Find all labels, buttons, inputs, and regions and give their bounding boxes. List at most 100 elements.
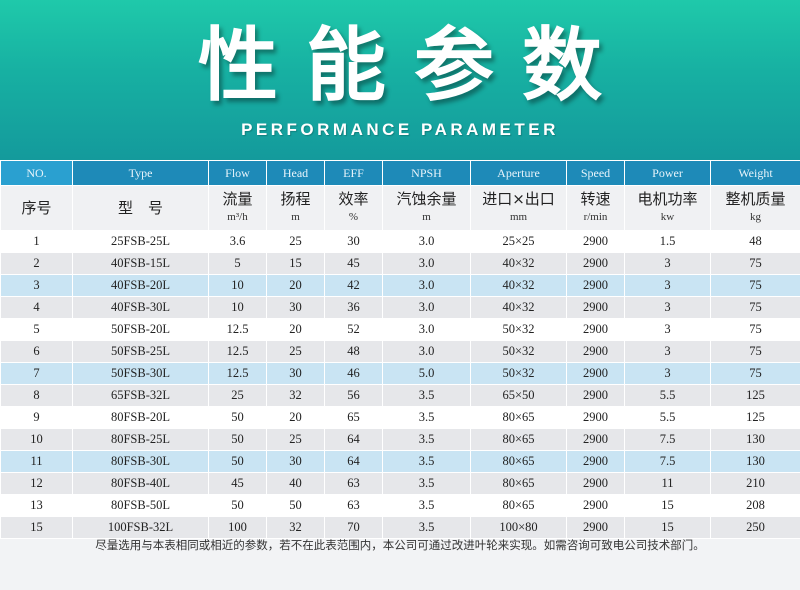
cell-head: 25 [266, 428, 325, 451]
title-banner: 性能参数 PERFORMANCE PARAMETER [0, 0, 800, 160]
cell-head: 50 [266, 494, 325, 517]
cell-weight: 75 [710, 340, 800, 363]
cell-weight: 75 [710, 318, 800, 341]
cell-eff: 30 [324, 230, 383, 253]
cell-aperture: 40×32 [470, 296, 567, 319]
table-row: 7 50FSB-30L 12.5 30 46 5.0 50×32 2900 3 75 [0, 362, 800, 385]
column-label: 转速 [580, 190, 611, 208]
cell-power: 7.5 [624, 428, 711, 451]
footnote: 尽量选用与本表相同或相近的参数，若不在此表范围内，本公司可通过改进叶轮来实现。如… [95, 538, 705, 552]
column-label: 汽蚀余量 [396, 190, 457, 208]
cell-aperture: 40×32 [470, 274, 567, 297]
cell-speed: 2900 [566, 428, 625, 451]
cell-aperture: 80×65 [470, 494, 567, 517]
column-unit: m³/h [227, 211, 248, 223]
cell-flow: 50 [208, 406, 267, 429]
cell-speed: 2900 [566, 406, 625, 429]
column-label: 效率 [338, 190, 369, 208]
cell-eff: 52 [324, 318, 383, 341]
cell-npsh: 5.0 [382, 362, 471, 385]
cell-no: 11 [0, 450, 73, 473]
cell-no: 15 [0, 516, 73, 539]
cell-type: 40FSB-30L [72, 296, 209, 319]
cell-no: 9 [0, 406, 73, 429]
header-row-chinese: 序号 型 号 流量 m³/h 扬程 m 效率% 汽蚀余量 m 进口×出口 mm 转速 r/min 电机功率… [0, 185, 800, 231]
column-label: 电机功率 [637, 190, 698, 208]
cell-type: 80FSB-50L [72, 494, 209, 517]
cell-head: 30 [266, 362, 325, 385]
column-header-cn: 汽蚀余量 m [382, 185, 471, 231]
cell-aperture: 40×32 [470, 252, 567, 275]
cell-speed: 2900 [566, 516, 625, 539]
cell-eff: 64 [324, 428, 383, 451]
column-header-cn: 电机功率 kw [624, 185, 711, 231]
cell-eff: 63 [324, 494, 383, 517]
cell-weight: 48 [710, 230, 800, 253]
cell-head: 15 [266, 252, 325, 275]
cell-eff: 42 [324, 274, 383, 297]
column-header-en: NPSH [382, 160, 471, 186]
page-subtitle: PERFORMANCE PARAMETER [241, 120, 559, 139]
cell-weight: 125 [710, 406, 800, 429]
column-label: 扬程 [280, 190, 311, 208]
cell-eff: 63 [324, 472, 383, 495]
column-unit: kg [750, 211, 761, 223]
cell-no: 4 [0, 296, 73, 319]
cell-head: 32 [266, 384, 325, 407]
cell-aperture: 80×65 [470, 406, 567, 429]
cell-eff: 56 [324, 384, 383, 407]
table-row: 3 40FSB-20L 10 20 42 3.0 40×32 2900 3 75 [0, 274, 800, 297]
column-header-cn: 型 号 [72, 185, 209, 231]
cell-npsh: 3.5 [382, 384, 471, 407]
cell-weight: 125 [710, 384, 800, 407]
cell-weight: 75 [710, 274, 800, 297]
cell-npsh: 3.5 [382, 428, 471, 451]
cell-head: 30 [266, 450, 325, 473]
cell-no: 10 [0, 428, 73, 451]
cell-power: 3 [624, 340, 711, 363]
cell-flow: 12.5 [208, 362, 267, 385]
cell-no: 12 [0, 472, 73, 495]
column-header-cn: 转速 r/min [566, 185, 625, 231]
column-unit: % [348, 211, 359, 223]
page-title: 性能参数 [198, 19, 630, 112]
table-row: 9 80FSB-20L 50 20 65 3.5 80×65 2900 5.5 125 [0, 406, 800, 429]
cell-npsh: 3.0 [382, 252, 471, 275]
header-row-english: NO. Type Flow Head EFF NPSH Aperture Speed Power… [0, 160, 800, 186]
table-row: 11 80FSB-30L 50 30 64 3.5 80×65 2900 7.5 130 [0, 450, 800, 473]
cell-weight: 130 [710, 428, 800, 451]
cell-speed: 2900 [566, 252, 625, 275]
cell-speed: 2900 [566, 318, 625, 341]
cell-type: 65FSB-32L [72, 384, 209, 407]
cell-aperture: 50×32 [470, 340, 567, 363]
cell-head: 25 [266, 340, 325, 363]
cell-flow: 50 [208, 494, 267, 517]
cell-npsh: 3.5 [382, 450, 471, 473]
cell-type: 80FSB-20L [72, 406, 209, 429]
cell-aperture: 100×80 [470, 516, 567, 539]
cell-speed: 2900 [566, 362, 625, 385]
column-unit: mm [509, 211, 528, 223]
cell-eff: 36 [324, 296, 383, 319]
cell-aperture: 80×65 [470, 428, 567, 451]
cell-speed: 2900 [566, 384, 625, 407]
table-row: 4 40FSB-30L 10 30 36 3.0 40×32 2900 3 75 [0, 296, 800, 319]
cell-weight: 75 [710, 296, 800, 319]
table-row: 5 50FSB-20L 12.5 20 52 3.0 50×32 2900 3 75 [0, 318, 800, 341]
cell-power: 15 [624, 494, 711, 517]
cell-eff: 46 [324, 362, 383, 385]
cell-no: 2 [0, 252, 73, 275]
column-header-en: Flow [208, 160, 267, 186]
cell-head: 32 [266, 516, 325, 539]
cell-type: 40FSB-20L [72, 274, 209, 297]
cell-weight: 210 [710, 472, 800, 495]
cell-npsh: 3.5 [382, 406, 471, 429]
cell-speed: 2900 [566, 296, 625, 319]
column-header-cn: 流量 m³/h [208, 185, 267, 231]
cell-type: 40FSB-15L [72, 252, 209, 275]
cell-flow: 10 [208, 274, 267, 297]
cell-npsh: 3.5 [382, 516, 471, 539]
column-label: 整机质量 [725, 190, 786, 208]
cell-aperture: 80×65 [470, 472, 567, 495]
cell-flow: 12.5 [208, 318, 267, 341]
